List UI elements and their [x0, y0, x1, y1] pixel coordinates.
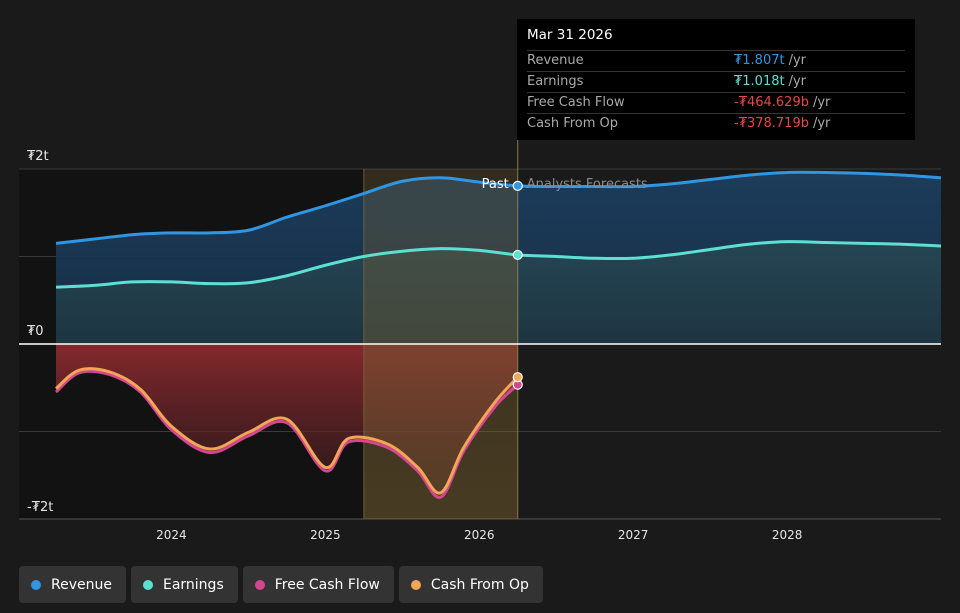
cash-from-op-line: [55, 367, 519, 495]
tooltip-row-value: ₮1.807t: [734, 53, 785, 68]
x-tick-2028: 2028: [772, 528, 803, 542]
legend-label: Earnings: [162, 576, 224, 593]
legend-label: Cash From Op: [430, 576, 529, 593]
legend-label: Free Cash Flow: [274, 576, 380, 593]
free-cash-flow-line: [54, 369, 519, 499]
legend-dot-icon: [410, 579, 421, 590]
y-label-bottom: -₮2t: [27, 500, 53, 515]
tooltip-row: Revenue ₮1.807t/yr: [527, 50, 905, 71]
legend-item-free-cash-flow[interactable]: Free Cash Flow: [242, 566, 394, 603]
y-label-zero: ₮0: [27, 324, 44, 339]
tooltip-date: Mar 31 2026: [527, 27, 613, 43]
earnings-hover-point: [512, 249, 523, 261]
legend-label: Revenue: [51, 576, 112, 593]
tooltip-row: Earnings ₮1.018t/yr: [527, 71, 905, 92]
tooltip-row-unit: /yr: [812, 116, 831, 131]
revenue-line: [55, 170, 942, 245]
revenue-hover-point: [512, 180, 523, 191]
tooltip-row: Free Cash Flow -₮464.629b/yr: [527, 92, 905, 113]
tooltip-row: Cash From Op -₮378.719b/yr: [527, 113, 905, 134]
x-tick-2026: 2026: [464, 528, 495, 542]
x-tick-2025: 2025: [310, 528, 341, 542]
cash-from-op-hover-point: [512, 372, 523, 383]
legend-dot-icon: [31, 579, 41, 590]
tooltip-row-unit: /yr: [812, 95, 831, 110]
tooltip-row-value: ₮1.018t: [734, 74, 785, 89]
highlight-layer: [363, 140, 519, 519]
past-label: Past: [482, 177, 509, 192]
tooltip-row-value: -₮378.719b: [734, 116, 809, 131]
tooltip-row-name: Cash From Op: [527, 116, 619, 131]
earnings-line: [55, 240, 942, 289]
x-tick-2024: 2024: [156, 528, 187, 542]
legend-item-revenue[interactable]: Revenue: [19, 566, 126, 603]
tooltip-row-value: -₮464.629b: [734, 95, 809, 110]
tooltip-row-unit: /yr: [788, 74, 807, 89]
legend-item-earnings[interactable]: Earnings: [130, 566, 238, 603]
labels-layer: ₮2t ₮0 -₮2t 2024 2025 2026 2027 2028 Past Analyst…: [27, 149, 802, 542]
tooltip-row-name: Revenue: [527, 53, 584, 68]
series-lines-layer: [54, 170, 942, 499]
forecast-label: Analysts Forecasts: [527, 177, 648, 192]
legend-dot-icon: [254, 579, 265, 590]
hover-points-layer: [512, 180, 523, 390]
legend-item-cash-from-op[interactable]: Cash From Op: [398, 566, 543, 603]
legend-dot-icon: [142, 579, 153, 590]
tooltip: Mar 31 2026 Revenue ₮1.807t/yr Earnings ₮1.…: [517, 19, 915, 140]
tooltip-row-unit: /yr: [788, 53, 807, 68]
x-tick-2027: 2027: [618, 528, 649, 542]
y-label-top: ₮2t: [27, 149, 49, 164]
tooltip-row-name: Earnings: [527, 74, 584, 89]
legend: Revenue Earnings Free Cash Flow Cash From O…: [19, 566, 543, 603]
tooltip-row-name: Free Cash Flow: [527, 95, 625, 110]
